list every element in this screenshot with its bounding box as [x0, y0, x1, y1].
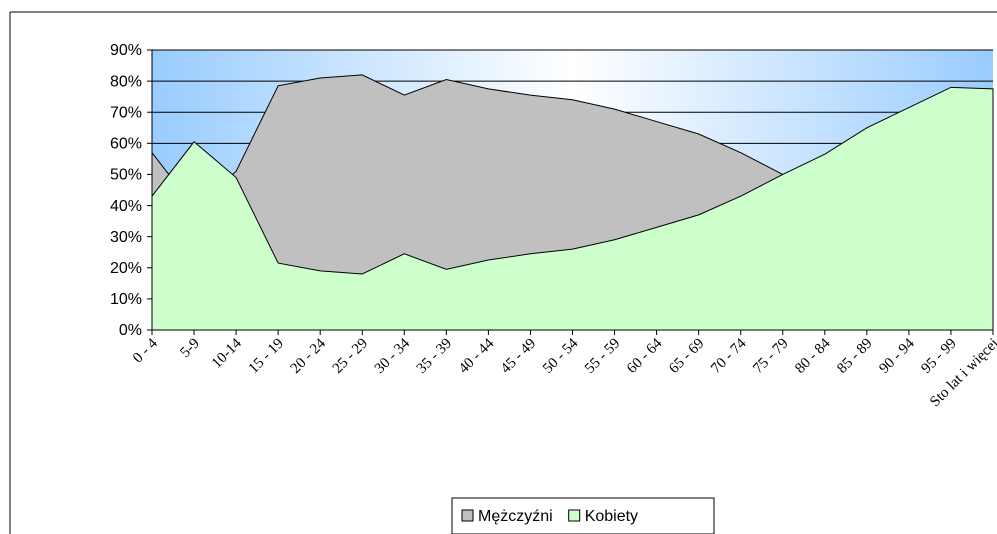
legend-label: Kobiety — [585, 508, 638, 525]
x-tick-label: 85 - 89 — [834, 336, 875, 377]
legend: Mężczyźni Kobiety — [451, 497, 715, 534]
y-tick-label: 10% — [110, 291, 142, 308]
x-tick-label: 50 - 54 — [540, 335, 582, 377]
y-tick-label: 50% — [110, 167, 142, 184]
y-tick-label: 30% — [110, 229, 142, 246]
x-tick-label: 5-9 — [177, 336, 202, 361]
y-tick-label: 60% — [110, 136, 142, 153]
x-tick-label: 0 - 4 — [130, 335, 161, 366]
x-tick-label: 40 - 44 — [456, 335, 498, 377]
y-tick-label: 80% — [110, 73, 142, 90]
x-tick-label: 30 - 34 — [372, 335, 414, 377]
y-tick-label: 0% — [119, 322, 142, 339]
x-tick-label: 90 - 94 — [876, 335, 918, 377]
legend-swatch — [568, 509, 581, 522]
y-tick-label: 90% — [110, 42, 142, 59]
x-tick-label: 25 - 29 — [330, 336, 371, 377]
y-tick-label: 40% — [110, 198, 142, 215]
legend-label: Mężczyźni — [478, 508, 553, 525]
x-tick-label: 75 - 79 — [750, 336, 791, 377]
x-tick-label: 20 - 24 — [288, 335, 330, 377]
y-tick-label: 70% — [110, 104, 142, 121]
legend-swatch — [461, 509, 474, 522]
x-tick-label: 15 - 19 — [246, 336, 287, 377]
legend-box — [451, 497, 715, 534]
y-tick-label: 20% — [110, 260, 142, 277]
x-tick-label: 10-14 — [209, 335, 245, 371]
area — [151, 86, 994, 331]
x-tick-label: 65 - 69 — [666, 336, 707, 377]
x-tick-label: 45 - 49 — [498, 336, 539, 377]
x-tick-label: 35 - 39 — [414, 336, 455, 377]
x-tick-label: 55 - 59 — [582, 336, 623, 377]
x-tick-label: 80 - 84 — [792, 335, 834, 377]
x-tick-label: 60 - 64 — [624, 335, 666, 377]
x-tick-label: 70 - 74 — [708, 335, 750, 377]
x-tick-label: 95 - 99 — [918, 336, 959, 377]
